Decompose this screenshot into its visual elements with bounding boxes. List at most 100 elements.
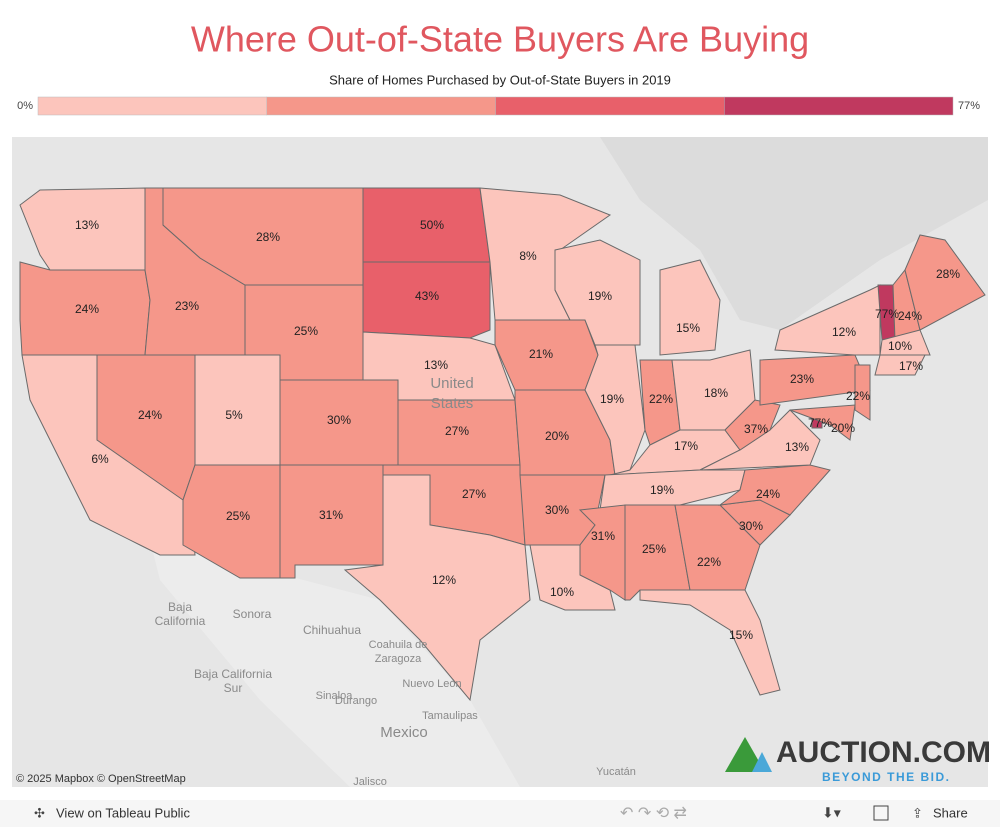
state-value-label: 25%	[294, 324, 318, 338]
state-value-label: 28%	[936, 267, 960, 281]
state	[874, 354, 926, 376]
share-icon[interactable]: ⇪	[912, 805, 923, 820]
state-value-label: 21%	[529, 347, 553, 361]
state-value-label: 50%	[420, 218, 444, 232]
attribution: © 2025 Mapbox © OpenStreetMap	[16, 773, 186, 785]
logo-tagline: BEYOND THE BID.	[822, 770, 951, 784]
state-value-label: 25%	[642, 542, 666, 556]
state-value-label: 6%	[91, 452, 109, 466]
state	[879, 329, 931, 356]
place-label: Durango	[335, 695, 377, 707]
state-value-label: 24%	[75, 302, 99, 316]
state-value-label: 43%	[415, 289, 439, 303]
state-value-label: 23%	[175, 299, 199, 313]
state-value-label: 15%	[676, 321, 700, 335]
state-value-label: 24%	[756, 487, 780, 501]
state-value-label: 20%	[831, 421, 855, 435]
state	[718, 464, 831, 516]
state-value-label: 77%	[875, 307, 899, 321]
download-button[interactable]: ⬇▾	[822, 805, 841, 821]
tableau-icon: ✣	[34, 805, 45, 820]
state-value-label: 10%	[888, 339, 912, 353]
state-value-label: 12%	[432, 573, 456, 587]
state-value-label: 24%	[138, 408, 162, 422]
place-label: United	[430, 375, 473, 392]
state-value-label: 27%	[445, 424, 469, 438]
state-value-label: 13%	[75, 218, 99, 232]
state-value-label: 19%	[588, 289, 612, 303]
place-label: Sinaloa	[316, 690, 354, 702]
place-label: Zaragoza	[375, 653, 422, 665]
toolbar	[0, 800, 1000, 827]
state-value-label: 27%	[462, 487, 486, 501]
place-label: States	[431, 395, 474, 412]
place-label: Nuevo León	[402, 678, 461, 690]
logo-name: AUCTION.COM	[776, 736, 991, 769]
place-label: Jalisco	[353, 776, 387, 788]
state-value-label: 31%	[591, 529, 615, 543]
place-label: California	[155, 614, 206, 628]
state	[724, 399, 781, 451]
state-value-label: 30%	[545, 503, 569, 517]
share-button[interactable]: Share	[933, 805, 968, 820]
state	[639, 589, 781, 696]
state-value-label: 31%	[319, 508, 343, 522]
fullscreen-button[interactable]	[873, 805, 889, 821]
state-value-label: 19%	[600, 392, 624, 406]
state-value-label: 22%	[846, 389, 870, 403]
place-label: Yucatán	[596, 766, 636, 778]
state-value-label: 24%	[898, 309, 922, 323]
place-label: Sur	[224, 681, 243, 695]
state-value-label: 10%	[550, 585, 574, 599]
state	[854, 364, 871, 421]
logo-mark-accent	[752, 752, 772, 772]
state	[789, 404, 856, 441]
state-value-label: 22%	[697, 555, 721, 569]
state-value-label: 17%	[674, 439, 698, 453]
state-value-label: 30%	[739, 519, 763, 533]
mexico	[150, 540, 520, 787]
legend-swatch	[724, 96, 954, 116]
state-value-label: 13%	[424, 358, 448, 372]
place-label: Sonora	[233, 607, 272, 621]
state-value-label: 25%	[226, 509, 250, 523]
logo-mark	[725, 737, 765, 772]
state	[674, 504, 761, 591]
state-value-label: 13%	[785, 440, 809, 454]
state-value-label: 23%	[790, 372, 814, 386]
view-link[interactable]: View on Tableau Public	[56, 805, 190, 820]
state-value-label: 5%	[225, 408, 243, 422]
state-value-label: 37%	[744, 422, 768, 436]
state-value-label: 22%	[649, 392, 673, 406]
legend-max: 77%	[958, 100, 980, 112]
state	[343, 474, 531, 702]
place-label: Tamaulipas	[422, 710, 478, 722]
place-label: Chihuahua	[303, 623, 361, 637]
state	[362, 261, 491, 339]
subtitle: Share of Homes Purchased by Out-of-State…	[329, 72, 671, 87]
place-label: Baja California	[194, 667, 272, 681]
title: Where Out-of-State Buyers Are Buying	[191, 19, 809, 60]
toolbar-icons[interactable]: ↶ ↷ ⟲ ⇄	[620, 805, 687, 822]
state	[904, 234, 986, 331]
state-value-label: 20%	[545, 429, 569, 443]
state-value-label: 77%	[808, 416, 832, 430]
legend-swatch	[37, 96, 267, 116]
state-value-label: 19%	[650, 483, 674, 497]
canada	[12, 137, 988, 330]
state-value-label: 18%	[704, 386, 728, 400]
states: 13% 24% 6% 24% 23% 28% 25% 5% 30% 25% 31% 50% 43% 13%…	[19, 187, 986, 702]
state-value-label: 15%	[729, 628, 753, 642]
legend-min: 0%	[17, 100, 33, 112]
place-label: Baja	[168, 600, 192, 614]
state-value-label: 12%	[832, 325, 856, 339]
state-value-label: 30%	[327, 413, 351, 427]
legend	[37, 96, 954, 116]
place-label: Mexico	[380, 724, 428, 741]
state-value-label: 17%	[899, 359, 923, 373]
place-label: Coahuila de	[369, 639, 428, 651]
state	[659, 259, 721, 356]
